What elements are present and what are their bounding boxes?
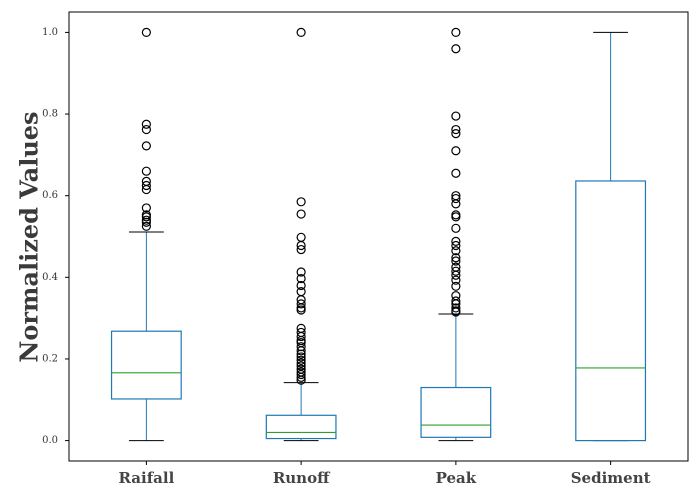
outlier-point bbox=[451, 193, 461, 204]
outlier-point bbox=[141, 184, 151, 195]
box-group bbox=[265, 27, 337, 442]
outlier-point bbox=[451, 27, 461, 38]
outlier-point bbox=[296, 372, 306, 382]
outlier-point bbox=[451, 307, 461, 317]
x-category-label: Runoff bbox=[273, 469, 331, 487]
y-tick-label: 0.8 bbox=[42, 109, 58, 120]
outlier-point bbox=[296, 369, 306, 380]
boxes-layer bbox=[110, 27, 647, 442]
outlier-point bbox=[296, 209, 306, 219]
outlier-point bbox=[141, 221, 151, 231]
x-category-label: Peak bbox=[436, 469, 477, 487]
outlier-point bbox=[451, 129, 461, 139]
outlier-point bbox=[296, 244, 306, 255]
box-group bbox=[110, 27, 182, 442]
outlier-point bbox=[141, 217, 151, 227]
outlier-point bbox=[451, 246, 461, 256]
outlier-point bbox=[451, 199, 461, 209]
box-group bbox=[420, 27, 492, 442]
outlier-point bbox=[141, 141, 151, 151]
outlier-point bbox=[296, 342, 306, 352]
outlier-point bbox=[296, 305, 306, 315]
y-tick-label: 0.4 bbox=[42, 272, 58, 283]
y-tick-label: 1.0 bbox=[42, 27, 58, 38]
outlier-point bbox=[451, 240, 461, 251]
outlier-point bbox=[451, 236, 461, 246]
outlier-point bbox=[141, 180, 151, 191]
outlier-point bbox=[296, 355, 306, 365]
outlier-point bbox=[451, 223, 461, 233]
outlier-point bbox=[451, 281, 461, 291]
y-tick-label: 0.2 bbox=[42, 353, 58, 364]
outlier-point bbox=[451, 270, 461, 280]
outlier-point bbox=[296, 299, 306, 309]
outlier-point bbox=[296, 27, 306, 38]
outlier-point bbox=[296, 273, 306, 284]
outlier-point bbox=[296, 349, 306, 359]
box-iqr bbox=[265, 414, 337, 440]
outlier-point bbox=[451, 256, 461, 266]
outlier-point bbox=[451, 146, 461, 156]
x-category-label: Sediment bbox=[571, 469, 651, 487]
outlier-point bbox=[451, 44, 461, 54]
plot-area bbox=[68, 11, 689, 462]
y-axis: 0.0 0.2 0.4 0.6 0.8 1.0 bbox=[42, 27, 69, 446]
outlier-point bbox=[451, 253, 461, 263]
outlier-point bbox=[451, 296, 461, 306]
outlier-point bbox=[451, 168, 461, 178]
outlier-point bbox=[296, 240, 306, 251]
outlier-point bbox=[451, 124, 461, 135]
y-tick-label: 0.6 bbox=[42, 190, 58, 201]
outlier-point bbox=[296, 280, 306, 291]
outlier-point bbox=[141, 166, 151, 176]
y-tick-label: 0.0 bbox=[42, 435, 58, 446]
outlier-point bbox=[451, 303, 461, 313]
outlier-point bbox=[296, 358, 306, 368]
box-iqr bbox=[575, 180, 647, 442]
outlier-point bbox=[451, 266, 461, 276]
outlier-point bbox=[296, 197, 306, 207]
box-group bbox=[575, 31, 647, 442]
outlier-point bbox=[296, 375, 306, 385]
outlier-point bbox=[296, 267, 306, 277]
outlier-point bbox=[141, 212, 151, 222]
box-iqr bbox=[110, 330, 182, 400]
outlier-point bbox=[296, 331, 306, 342]
box-iqr bbox=[420, 386, 492, 438]
outlier-point bbox=[141, 124, 151, 135]
outlier-point bbox=[451, 212, 461, 222]
x-axis: Raifall Runoff Peak Sediment bbox=[118, 461, 651, 487]
x-category-label: Raifall bbox=[118, 469, 174, 487]
y-axis-title: Normalized Values bbox=[15, 111, 44, 362]
outlier-point bbox=[451, 275, 461, 285]
outlier-point bbox=[451, 111, 461, 121]
outlier-point bbox=[141, 27, 151, 38]
outlier-point bbox=[296, 346, 306, 356]
outlier-point bbox=[141, 203, 151, 213]
outlier-point bbox=[296, 352, 306, 362]
outlier-point bbox=[141, 119, 151, 129]
